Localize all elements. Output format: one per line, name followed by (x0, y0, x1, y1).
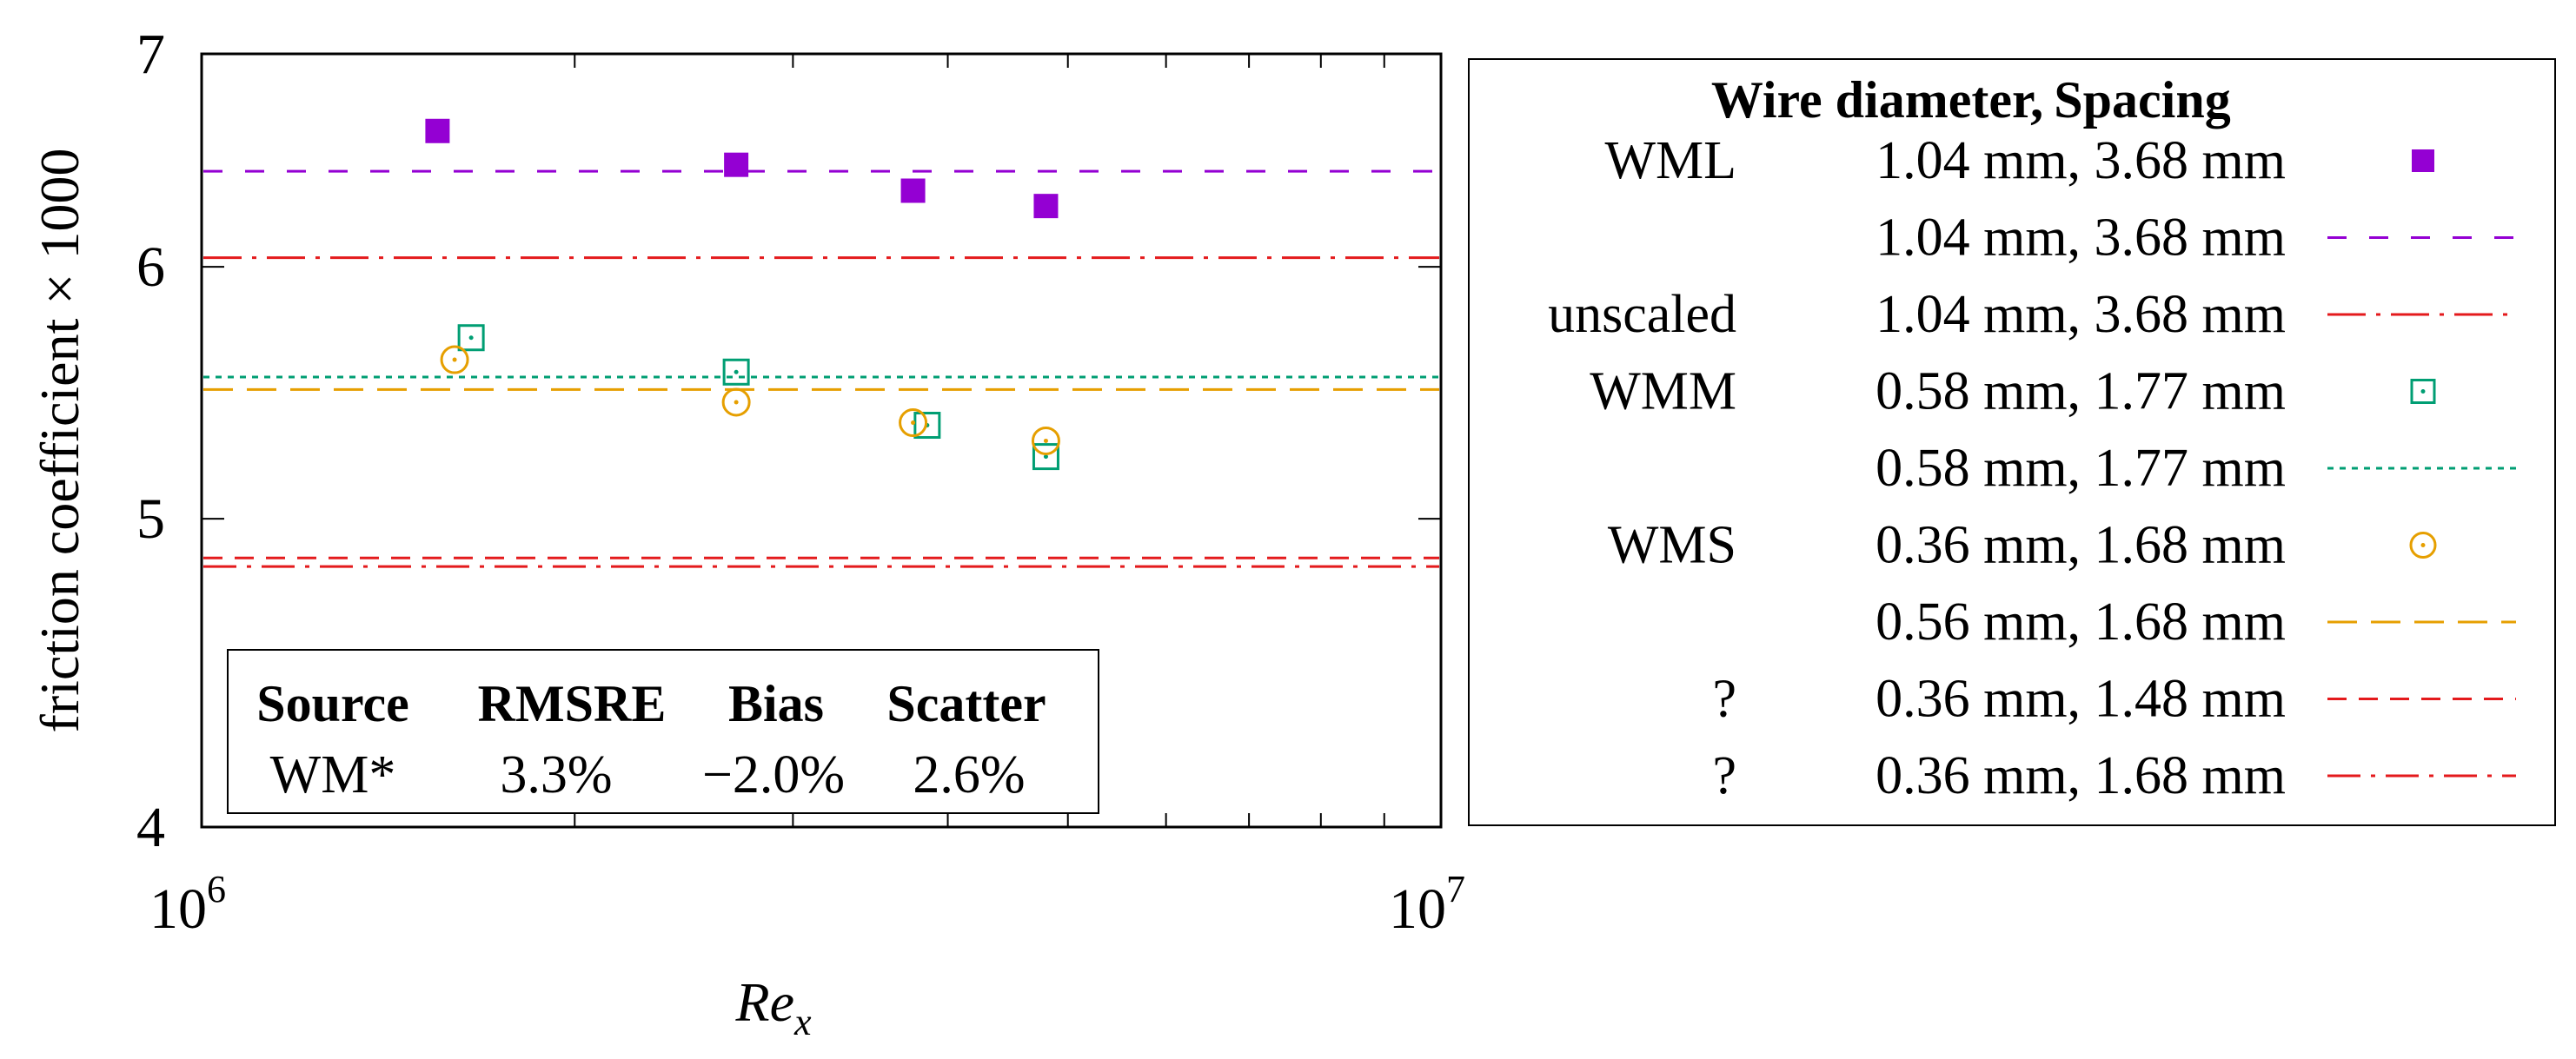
series-0-point (425, 118, 450, 143)
marker-dot (2420, 389, 2426, 394)
x-axis-title: Rex (734, 971, 812, 1043)
stats-table-frame (227, 649, 1099, 814)
x-tick-base: 10 (1389, 877, 1446, 941)
stats-cell-source: WM* (270, 745, 396, 804)
x-tick-label: 107 (1389, 868, 1465, 941)
x-axis-title-sub: x (793, 1001, 812, 1043)
series-3-point (457, 324, 485, 352)
marker-dot (911, 420, 916, 426)
stats-cell-rmsre: 3.3% (500, 745, 612, 804)
series-3-point (722, 358, 750, 386)
series-layer (203, 118, 1439, 568)
marker-circle (440, 345, 469, 374)
legend-label-name: WMM (1590, 362, 1736, 421)
legend-label-desc: 0.36 mm, 1.68 mm (1876, 516, 2286, 575)
y-axis-title: friction coefficient × 1000 (29, 149, 90, 733)
series-0-point (1033, 194, 1059, 219)
legend: Wire diameter, Spacing WML 1.04 mm, 3.68 … (1468, 58, 2556, 826)
series-5-point (899, 408, 928, 438)
legend-label-name: WMS (1608, 516, 1736, 575)
marker-square (1032, 443, 1059, 471)
legend-label-desc: 0.36 mm, 1.48 mm (1876, 670, 2286, 729)
legend-title-spacing: Spacing (2054, 71, 2230, 129)
stats-cell-scatter: 2.6% (913, 745, 1025, 804)
legend-title-diameter: Wire diameter, (1711, 71, 2043, 129)
marker-square (2410, 379, 2436, 404)
legend-label-desc: 0.56 mm, 1.68 mm (1876, 592, 2286, 652)
legend-marker-sample (2412, 149, 2434, 172)
legend-label-desc: 0.36 mm, 1.68 mm (1876, 746, 2286, 805)
stats-table: Source RMSRE Bias Scatter WM* 3.3% −2.0%… (227, 649, 1099, 814)
legend-label-desc: 0.58 mm, 1.77 mm (1876, 439, 2286, 498)
marker-square (913, 412, 941, 440)
marker-circle (899, 408, 928, 438)
y-tick-label: 5 (136, 487, 165, 551)
stats-header-source: Source (256, 675, 409, 732)
series-0-point (724, 152, 749, 177)
series-0-point (900, 178, 926, 203)
x-tick-exponent: 7 (1446, 868, 1465, 910)
legend-label-name: ? (1712, 670, 1736, 729)
legend-label-name: unscaled (1548, 285, 1736, 344)
legend-label-name: WML (1604, 131, 1736, 190)
marker-dot (468, 335, 474, 341)
legend-label-desc: 1.04 mm, 3.68 mm (1876, 131, 2286, 190)
x-axis-title-main: Re (734, 971, 794, 1033)
stats-cell-bias: −2.0% (702, 745, 845, 804)
y-tick-label: 4 (136, 796, 165, 859)
legend-label-desc: 1.04 mm, 3.68 mm (1876, 208, 2286, 268)
series-3-point (1032, 443, 1059, 471)
series-5-point (440, 345, 469, 374)
marker-dot (1043, 438, 1048, 443)
marker-square (722, 358, 750, 386)
stats-header-scatter: Scatter (886, 675, 1046, 732)
marker-dot (734, 369, 739, 374)
legend-label-name: ? (1712, 746, 1736, 805)
legend-marker-sample (2409, 532, 2437, 559)
legend-label-desc: 0.58 mm, 1.77 mm (1876, 362, 2286, 421)
series-5-point (721, 387, 751, 417)
x-tick-base: 10 (149, 877, 207, 941)
plot-frame (200, 52, 1443, 829)
x-tick-exponent: 6 (207, 868, 226, 910)
x-tick-label: 106 (149, 868, 226, 941)
legend-label-desc: 1.04 mm, 3.68 mm (1876, 285, 2286, 344)
legend-rows: WML 1.04 mm, 3.68 mm 1.04 mm, 3.68 mm unsca… (1548, 131, 2516, 805)
marker-dot (452, 357, 457, 362)
series-5-point (1031, 426, 1060, 455)
y-tick-label: 7 (136, 23, 165, 86)
marker-dot (1043, 454, 1048, 460)
y-tick-label: 6 (136, 235, 165, 299)
marker-circle (2409, 532, 2437, 559)
stats-header-rmsre: RMSRE (478, 675, 667, 732)
marker-dot (734, 400, 739, 405)
marker-dot (2420, 543, 2426, 547)
legend-marker-sample (2410, 379, 2436, 404)
stats-header-bias: Bias (728, 675, 824, 732)
marker-circle (1031, 426, 1060, 455)
marker-square (457, 324, 485, 352)
